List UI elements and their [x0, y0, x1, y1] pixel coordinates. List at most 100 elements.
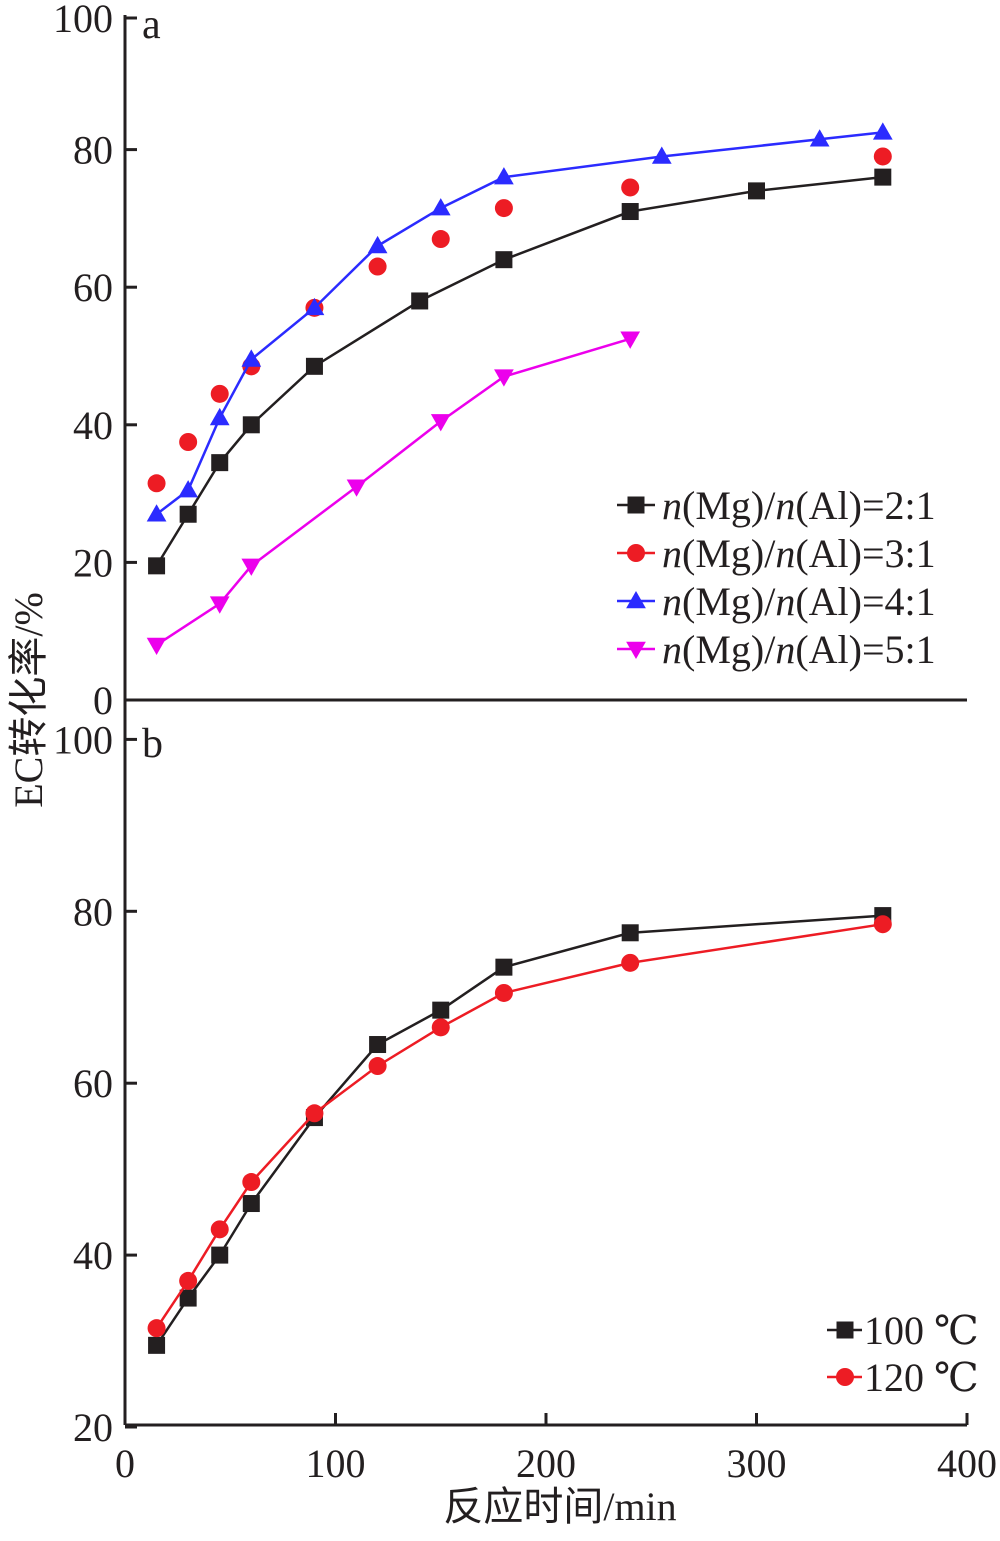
data-point: [621, 953, 640, 972]
data-point: [179, 1289, 197, 1307]
data-point: [431, 1018, 450, 1037]
data-point: [651, 146, 672, 164]
x-axis-title: 反应时间/min: [443, 1484, 676, 1529]
data-point: [368, 1057, 387, 1076]
data-point: [369, 1036, 387, 1054]
x-tick-label: 200: [516, 1441, 576, 1486]
series-line: [155, 914, 883, 1347]
x-tick-label: 100: [306, 1441, 366, 1486]
legend-label: n(Mg)/n(Al)=2:1: [662, 483, 936, 528]
data-point: [148, 1336, 166, 1354]
data-point: [494, 199, 513, 218]
legend-item: 100 ℃: [827, 1308, 979, 1353]
data-point: [367, 235, 388, 254]
y-tick-label: 100: [53, 0, 113, 41]
data-point: [179, 505, 197, 523]
y-tick-label: 20: [73, 1405, 113, 1450]
data-point: [368, 257, 387, 276]
series-3: [146, 122, 893, 522]
data-point: [209, 407, 230, 426]
panel-label: b: [142, 721, 163, 767]
legend-item: n(Mg)/n(Al)=5:1: [617, 627, 936, 672]
data-point: [494, 369, 514, 387]
data-point: [494, 983, 513, 1002]
y-tick-label: 20: [73, 540, 113, 585]
legend-item: n(Mg)/n(Al)=4:1: [617, 579, 936, 624]
series-1: [148, 168, 892, 575]
y-axis-title: EC转化率/%: [6, 592, 51, 808]
data-point: [431, 230, 450, 249]
data-point: [411, 292, 429, 310]
data-point: [432, 1001, 450, 1019]
data-point: [621, 924, 639, 942]
panel-b: 20 40 60 80 100 0 100 200 300 400 反应时间/min b 100 ℃12…: [53, 700, 997, 1529]
data-point: [874, 168, 892, 186]
y-tick-label: 100: [53, 717, 113, 762]
data-point: [872, 122, 893, 140]
y-tick-label: 40: [73, 403, 113, 448]
data-point: [748, 182, 765, 200]
data-point: [873, 147, 892, 166]
legend-label: n(Mg)/n(Al)=5:1: [662, 627, 936, 672]
x-tick-label: 0: [115, 1441, 135, 1486]
data-point: [147, 474, 166, 493]
data-point: [430, 198, 451, 216]
legend-label: 100 ℃: [864, 1308, 979, 1353]
data-point: [809, 129, 830, 147]
legend-item: n(Mg)/n(Al)=3:1: [617, 531, 936, 576]
data-point: [241, 349, 262, 367]
data-point: [241, 558, 262, 576]
data-point: [209, 596, 230, 614]
legend-marker: [836, 1321, 854, 1339]
panel-label: a: [142, 2, 161, 48]
legend-marker: [627, 496, 645, 514]
data-point: [179, 1271, 198, 1290]
data-point: [146, 637, 167, 655]
y-tick-label: 80: [73, 128, 113, 173]
data-point: [621, 178, 640, 197]
y-tick-label: 0: [93, 678, 113, 723]
data-point: [304, 297, 325, 316]
x-tick-label: 300: [727, 1441, 787, 1486]
legend-item: n(Mg)/n(Al)=2:1: [617, 483, 936, 528]
series-2: [147, 147, 892, 493]
data-point: [148, 557, 166, 575]
data-point: [430, 414, 451, 432]
data-point: [146, 504, 167, 522]
y-tick-label: 60: [73, 265, 113, 310]
legend-marker: [836, 1368, 854, 1386]
data-point: [242, 1195, 260, 1213]
y-tick-label: 40: [73, 1233, 113, 1278]
data-point: [211, 1246, 229, 1264]
data-point: [242, 416, 260, 434]
data-point: [346, 479, 367, 497]
legend-label: 120 ℃: [864, 1355, 979, 1400]
series-line: [155, 922, 883, 1329]
data-point: [147, 1319, 166, 1338]
legend-marker: [626, 590, 646, 609]
legend-marker: [627, 544, 645, 562]
legend-marker: [626, 641, 646, 660]
data-point: [211, 454, 229, 472]
data-point: [494, 167, 514, 185]
data-point: [621, 203, 639, 221]
legend-label: n(Mg)/n(Al)=4:1: [662, 579, 936, 624]
data-point: [210, 384, 229, 403]
data-point: [178, 480, 199, 498]
data-point: [495, 251, 513, 269]
data-point: [210, 1220, 229, 1239]
series-line: [155, 175, 883, 567]
data-point: [305, 357, 323, 375]
data-point: [179, 433, 198, 451]
series-1: [148, 907, 892, 1354]
data-point: [620, 331, 641, 349]
x-tick-label: 400: [937, 1441, 997, 1486]
data-point: [305, 1104, 324, 1123]
data-point: [495, 958, 513, 976]
legend-label: n(Mg)/n(Al)=3:1: [662, 531, 936, 576]
series-2: [147, 915, 892, 1338]
legend-item: 120 ℃: [827, 1355, 979, 1400]
y-tick-label: 80: [73, 889, 113, 934]
